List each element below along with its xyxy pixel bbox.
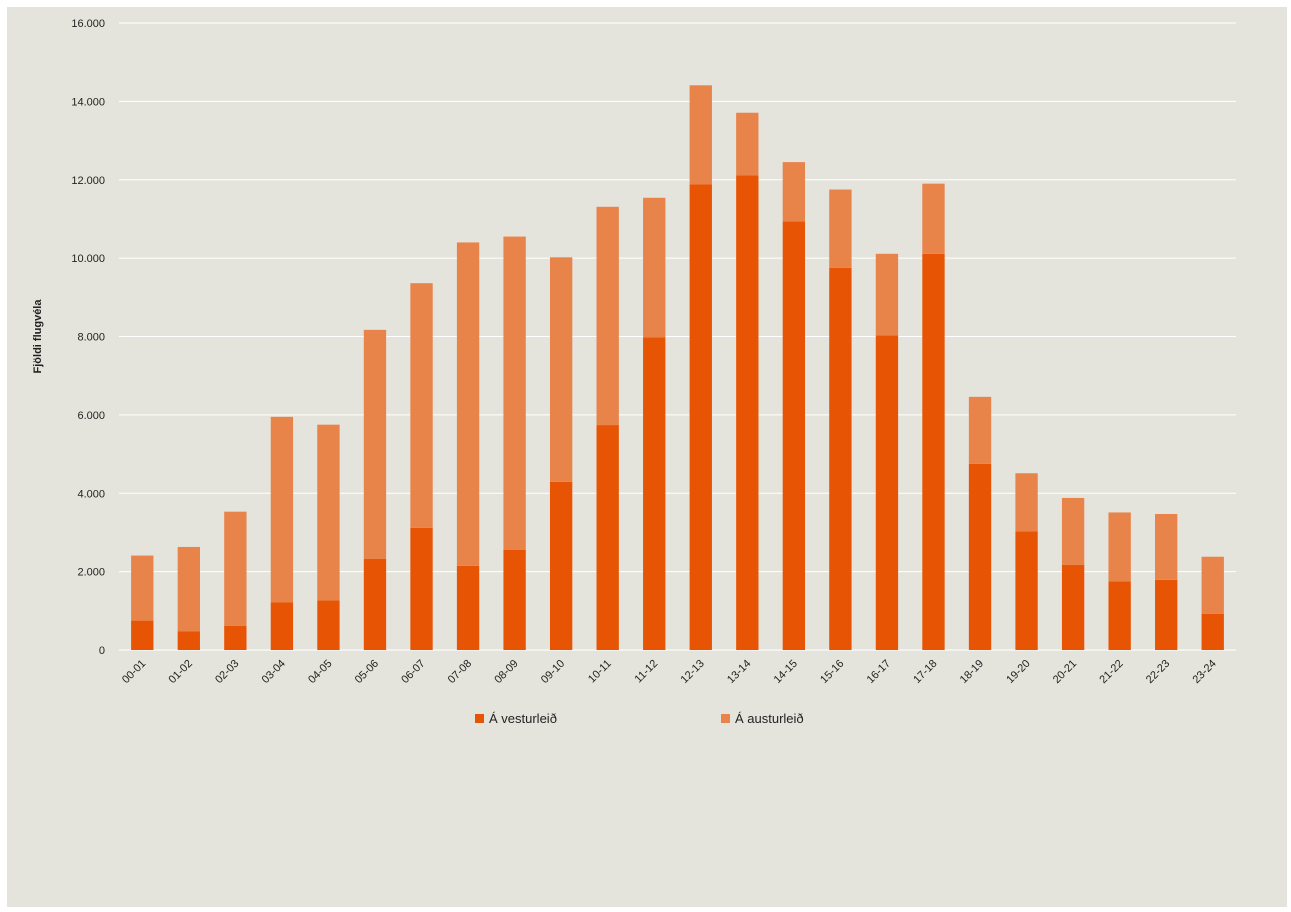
bar-austurleid	[177, 546, 200, 632]
bar-vesturleid	[1061, 564, 1085, 650]
bar-vesturleid	[503, 549, 526, 650]
y-tick-label: 8.000	[77, 332, 105, 344]
x-tick-label: 05-06	[353, 658, 381, 686]
grid-lines	[119, 22, 1236, 651]
x-tick-label: 02-03	[213, 658, 241, 686]
x-tick-label: 08-09	[492, 658, 520, 686]
bar-vesturleid	[410, 527, 433, 650]
bar-vesturleid	[875, 335, 899, 650]
bar-vesturleid	[177, 631, 200, 650]
bar-vesturleid	[363, 558, 387, 650]
x-tick-label: 01-02	[167, 658, 195, 686]
chart-container: 0 2.000 4.000 6.000 8.000 10.000 12.000 14.000 1…	[7, 7, 1287, 907]
x-tick-label: 18-19	[958, 658, 986, 686]
x-tick-label: 09-10	[539, 658, 567, 686]
bar-vesturleid	[1201, 613, 1224, 650]
bar-austurleid	[829, 189, 852, 268]
bar-austurleid	[968, 396, 992, 464]
x-tick-label: 16-17	[865, 658, 893, 686]
bar-vesturleid	[1155, 579, 1178, 650]
bar-vesturleid	[549, 481, 573, 650]
bar-austurleid	[131, 555, 154, 621]
x-tick-label: 06-07	[399, 658, 427, 686]
bar-vesturleid	[736, 175, 759, 650]
bar-vesturleid	[317, 600, 340, 650]
bar-austurleid	[1061, 497, 1085, 565]
x-tick-label: 20-21	[1051, 658, 1079, 686]
bar-austurleid	[503, 236, 526, 550]
bar-vesturleid	[456, 565, 480, 650]
legend-entry-label: Á vesturleið	[489, 711, 557, 726]
bar-austurleid	[270, 416, 294, 603]
bar-vesturleid	[689, 184, 712, 650]
bar-austurleid	[317, 424, 340, 601]
bar-vesturleid	[131, 620, 154, 650]
bar-vesturleid	[224, 625, 247, 650]
bar-austurleid	[456, 242, 480, 566]
bar-austurleid	[1108, 512, 1131, 582]
x-tick-label: 17-18	[911, 658, 939, 686]
y-tick-label: 6.000	[77, 410, 105, 422]
bar-vesturleid	[829, 267, 852, 650]
x-tick-label: 11-12	[633, 658, 661, 686]
bar-vesturleid	[1015, 531, 1038, 650]
legend-swatch	[721, 714, 730, 723]
bar-austurleid	[224, 511, 247, 626]
bar-vesturleid	[1108, 581, 1131, 650]
x-tick-label: 03-04	[260, 658, 288, 686]
y-tick-label: 10.000	[71, 253, 105, 265]
y-tick-label: 4.000	[77, 488, 105, 500]
x-tick-label: 12-13	[679, 658, 707, 686]
y-tick-label: 14.000	[71, 96, 105, 108]
bar-austurleid	[363, 329, 387, 559]
bar-austurleid	[410, 283, 433, 528]
bar-austurleid	[643, 197, 666, 338]
x-tick-label: 04-05	[306, 658, 334, 686]
x-tick-label: 22-23	[1144, 658, 1172, 686]
bar-austurleid	[689, 85, 712, 185]
bar-vesturleid	[968, 463, 992, 650]
bar-vesturleid	[643, 337, 666, 650]
bar-austurleid	[922, 183, 945, 254]
y-tick-label: 16.000	[71, 18, 105, 30]
bar-austurleid	[875, 253, 899, 336]
x-tick-label: 15-16	[818, 658, 846, 686]
bar-vesturleid	[596, 425, 619, 650]
legend-entry-label: Á austurleið	[735, 711, 804, 726]
bar-austurleid	[549, 257, 573, 482]
bar-austurleid	[736, 112, 759, 176]
x-tick-label: 23-24	[1190, 658, 1218, 686]
bar-austurleid	[782, 162, 806, 222]
x-tick-label: 07-08	[446, 658, 474, 686]
bar-austurleid	[1155, 514, 1178, 580]
legend: Á vesturleið Á austurleið	[475, 711, 804, 726]
x-tick-label: 00-01	[120, 658, 148, 686]
y-axis-ticks: 0 2.000 4.000 6.000 8.000 10.000 12.000 14.000 1…	[71, 18, 105, 657]
x-tick-label: 19-20	[1004, 658, 1032, 686]
bar-austurleid	[596, 206, 619, 426]
y-tick-label: 12.000	[71, 175, 105, 187]
bar-vesturleid	[270, 602, 294, 650]
bar-vesturleid	[922, 253, 945, 650]
x-tick-label: 10-11	[586, 658, 614, 686]
bar-austurleid	[1015, 473, 1038, 532]
x-tick-label: 14-15	[772, 658, 800, 686]
y-tick-label: 2.000	[77, 567, 105, 579]
bar-austurleid	[1201, 556, 1224, 614]
legend-swatch	[475, 714, 484, 723]
bars	[131, 85, 1224, 650]
stacked-bar-chart: 0 2.000 4.000 6.000 8.000 10.000 12.000 14.000 1…	[32, 18, 1236, 726]
bar-vesturleid	[782, 221, 806, 650]
x-tick-label: 21-22	[1097, 658, 1125, 686]
y-axis-label: Fjöldi flugvéla	[32, 299, 44, 374]
x-tick-label: 13-14	[725, 658, 753, 686]
y-tick-label: 0	[99, 645, 105, 657]
x-axis-ticks: 00-01 01-02 02-03 03-04 04-05 05-06 06-07 07-08…	[120, 658, 1219, 686]
